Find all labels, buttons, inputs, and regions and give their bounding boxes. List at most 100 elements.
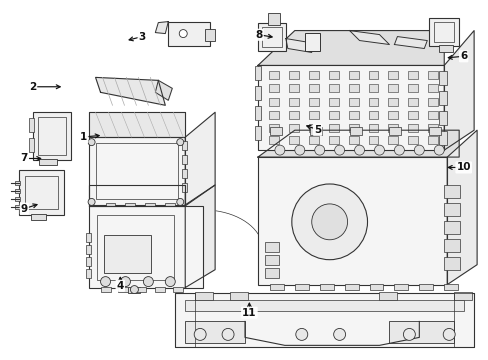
Polygon shape [349, 31, 388, 45]
Polygon shape [443, 31, 473, 150]
Bar [268, 136, 278, 144]
Circle shape [314, 145, 324, 155]
Bar [427, 124, 437, 132]
Bar [294, 284, 308, 289]
Bar [268, 124, 278, 132]
Bar [96, 215, 174, 280]
Polygon shape [185, 112, 215, 205]
Bar [387, 111, 398, 119]
Circle shape [394, 145, 404, 155]
Bar [268, 84, 278, 92]
Bar [85, 245, 90, 254]
Bar [31, 214, 46, 220]
Bar [85, 269, 90, 278]
Bar [254, 106, 261, 120]
Bar [427, 71, 437, 80]
Bar [407, 124, 417, 132]
Circle shape [291, 184, 367, 260]
Text: 5: 5 [313, 125, 321, 135]
Bar [388, 127, 401, 135]
Text: 3: 3 [138, 32, 145, 41]
Bar [368, 124, 378, 132]
Bar [168, 22, 210, 45]
Circle shape [334, 145, 344, 155]
Bar [407, 98, 417, 106]
Bar [443, 239, 459, 252]
Bar [328, 124, 338, 132]
Circle shape [143, 276, 153, 287]
Bar [443, 221, 459, 234]
Bar [288, 124, 298, 132]
Bar [308, 71, 318, 80]
Bar [328, 98, 338, 106]
Circle shape [294, 145, 304, 155]
Bar [328, 111, 338, 119]
Bar [264, 268, 278, 278]
Bar [175, 293, 195, 347]
Bar [443, 257, 459, 270]
Bar [145, 203, 155, 208]
Bar [427, 98, 437, 106]
Bar [348, 84, 358, 92]
Bar [155, 287, 165, 292]
Bar [438, 71, 447, 85]
Bar [388, 321, 453, 343]
Bar [387, 98, 398, 106]
Polygon shape [394, 37, 427, 49]
Circle shape [165, 276, 175, 287]
Bar [33, 112, 71, 160]
Bar [387, 136, 398, 144]
Bar [95, 143, 178, 199]
Text: 2: 2 [29, 82, 36, 92]
Circle shape [120, 276, 130, 287]
Bar [88, 137, 185, 205]
Text: 1: 1 [80, 132, 87, 142]
Circle shape [176, 198, 183, 206]
Bar [288, 71, 298, 80]
Bar [368, 71, 378, 80]
Bar [319, 284, 333, 289]
Bar [269, 127, 281, 135]
Bar [453, 293, 473, 347]
Bar [328, 71, 338, 80]
Bar [288, 111, 298, 119]
Bar [175, 293, 473, 347]
Text: 7: 7 [20, 153, 28, 163]
Bar [369, 284, 383, 289]
Circle shape [176, 139, 183, 146]
Bar [328, 84, 338, 92]
Circle shape [442, 328, 454, 340]
Circle shape [311, 204, 347, 240]
Bar [103, 235, 151, 273]
Bar [348, 136, 358, 144]
Polygon shape [258, 130, 458, 157]
Bar [15, 189, 20, 193]
Bar [443, 284, 457, 289]
Bar [407, 111, 417, 119]
Bar [308, 98, 318, 106]
Bar [427, 111, 437, 119]
Text: 8: 8 [255, 30, 262, 40]
Bar [185, 321, 244, 343]
Circle shape [101, 276, 110, 287]
Bar [344, 284, 358, 289]
Bar [288, 84, 298, 92]
Text: 4: 4 [116, 281, 124, 291]
Text: 9: 9 [20, 204, 28, 214]
Bar [348, 124, 358, 132]
Bar [453, 292, 471, 300]
Polygon shape [258, 31, 443, 66]
Bar [258, 66, 443, 150]
Circle shape [333, 328, 345, 340]
Bar [438, 131, 447, 145]
Bar [268, 111, 278, 119]
Bar [407, 136, 417, 144]
Bar [309, 127, 321, 135]
Bar [15, 205, 20, 209]
Bar [268, 98, 278, 106]
Bar [182, 183, 187, 192]
Bar [15, 197, 20, 201]
Bar [105, 203, 115, 208]
Circle shape [295, 328, 307, 340]
Polygon shape [155, 22, 168, 33]
